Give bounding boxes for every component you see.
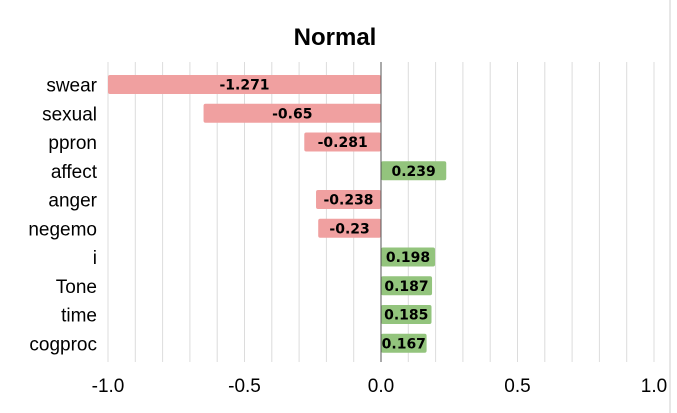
bar (381, 333, 427, 353)
x-tick-label: 1.0 (641, 376, 667, 397)
bar-value-label: 0.198 (386, 250, 430, 266)
bar (381, 305, 432, 324)
bar-value-label: -0.23 (329, 221, 369, 237)
bar-value-label: 0.167 (382, 336, 426, 352)
bar-value-label: 0.185 (384, 308, 428, 324)
category-label: time (61, 306, 97, 327)
category-label: swear (46, 76, 97, 97)
bar-value-label: 0.187 (384, 279, 428, 295)
category-label: negemo (28, 219, 97, 240)
x-tick-label: -1.0 (92, 376, 125, 397)
x-tick-labels: -1.0 -0.5 0.0 0.5 1.0 (92, 376, 668, 397)
bar (108, 75, 381, 94)
category-label: sexual (42, 104, 97, 125)
category-labels: swear sexual ppron affect anger negemo i Tone ti… (28, 76, 97, 356)
bar (203, 103, 381, 123)
bar-value-label: -1.271 (219, 78, 269, 94)
chart-title: Normal (294, 24, 377, 51)
bar-value-label: -0.281 (318, 135, 368, 151)
category-label: Tone (56, 277, 97, 298)
x-tick-label: 0.0 (368, 376, 394, 397)
bars: -1.271-0.65 -0.281 0.239 -0.238 -0.23 0.198 0.… (108, 75, 447, 353)
category-label: ppron (48, 133, 97, 154)
bar-value-label: -0.65 (272, 106, 312, 122)
bar (318, 218, 381, 238)
x-tick-label: -0.5 (228, 376, 261, 397)
bar-value-label: -0.238 (323, 193, 373, 209)
bar (316, 190, 381, 209)
category-label: cogproc (29, 334, 97, 355)
category-label: i (93, 248, 97, 269)
bar (381, 161, 447, 181)
bar (381, 276, 433, 296)
x-tick-label: 0.5 (504, 376, 530, 397)
bar (304, 132, 381, 152)
bar-value-label: 0.239 (391, 164, 435, 180)
category-label: anger (48, 191, 97, 212)
bar (381, 247, 436, 267)
category-label: affect (51, 162, 98, 183)
